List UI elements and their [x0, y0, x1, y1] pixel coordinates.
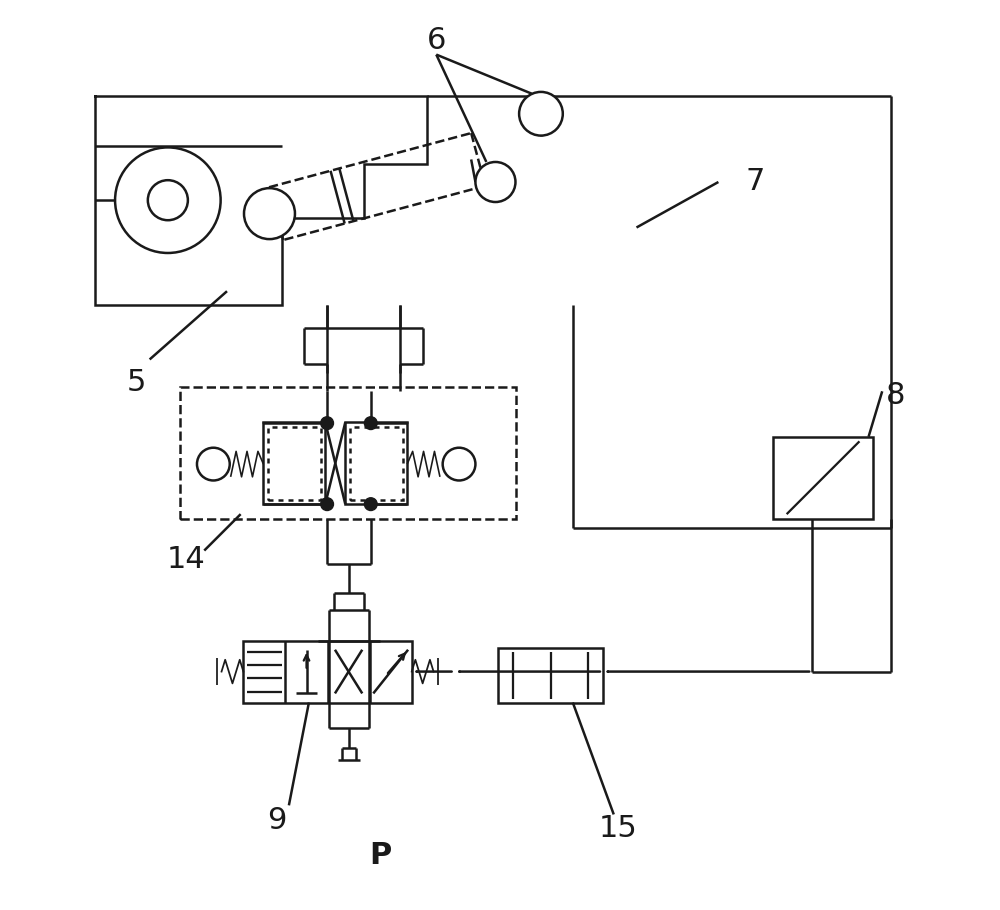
Circle shape — [519, 92, 563, 136]
Bar — [180, 387, 516, 519]
Bar — [263, 422, 325, 504]
Text: P: P — [369, 841, 391, 870]
Circle shape — [197, 448, 230, 480]
Circle shape — [321, 417, 333, 430]
Bar — [350, 427, 403, 500]
Circle shape — [443, 448, 475, 480]
Circle shape — [115, 147, 221, 253]
Circle shape — [364, 417, 377, 430]
Text: 8: 8 — [886, 381, 906, 410]
Bar — [268, 427, 321, 500]
Circle shape — [364, 498, 377, 511]
Text: 7: 7 — [745, 167, 764, 197]
Bar — [773, 437, 873, 519]
Bar — [498, 648, 603, 703]
Text: 6: 6 — [427, 26, 446, 56]
Text: 9: 9 — [267, 806, 287, 835]
Bar — [345, 422, 407, 504]
Text: 5: 5 — [126, 368, 146, 397]
Circle shape — [475, 162, 515, 202]
Text: 15: 15 — [599, 814, 638, 843]
Text: 14: 14 — [167, 545, 205, 574]
Circle shape — [244, 188, 295, 239]
Circle shape — [148, 180, 188, 220]
Bar — [243, 641, 412, 703]
Circle shape — [321, 498, 333, 511]
